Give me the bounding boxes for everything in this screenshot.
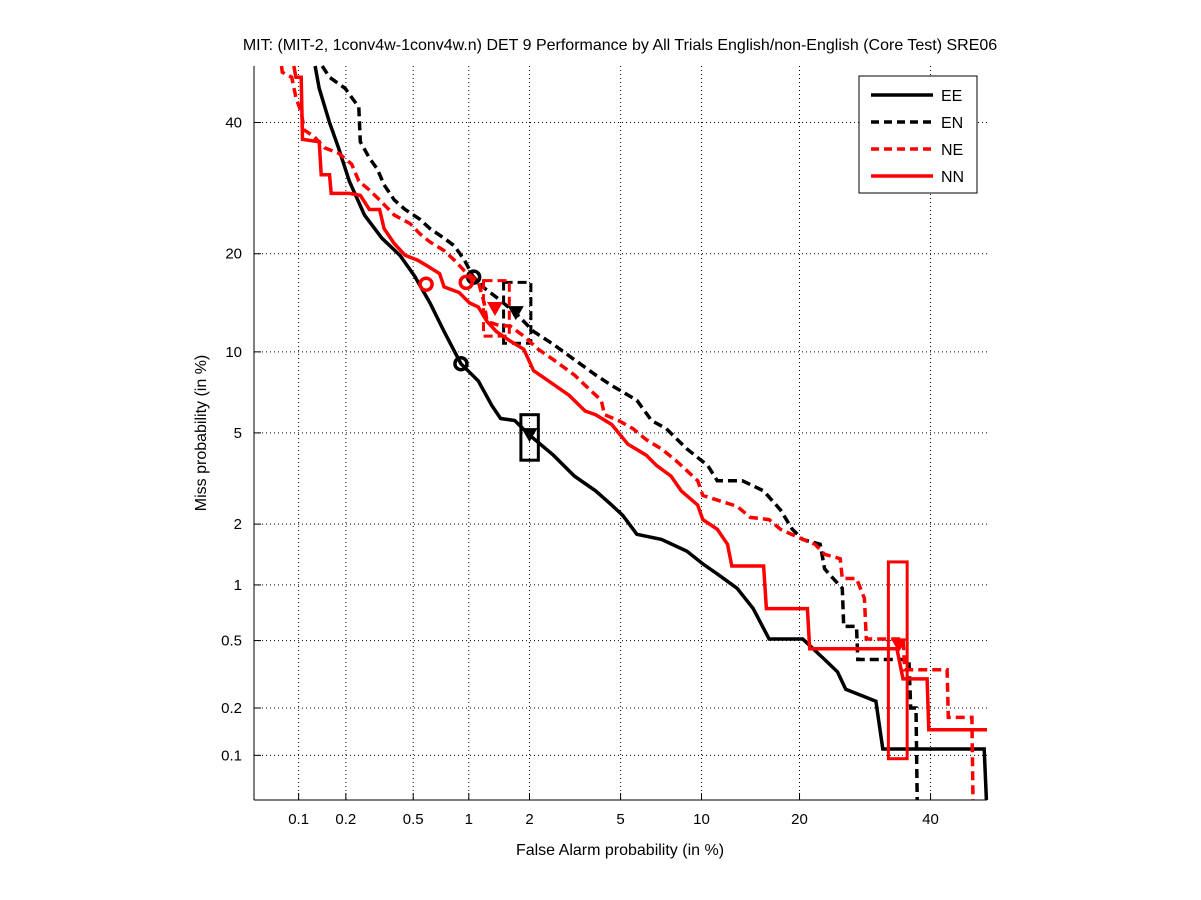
series-group (279, 65, 989, 801)
confidence-box-nn (886, 560, 909, 761)
legend-label-ee: EE (941, 88, 962, 105)
x-tick-label: 0.2 (335, 811, 356, 828)
series-line-nn (292, 65, 987, 732)
x-tick-label: 5 (616, 811, 624, 828)
series-line-ne (279, 65, 975, 801)
legend-label-nn: NN (941, 169, 964, 186)
axis-ticks: 0.1 0.2 0.5 1 2 5 10 20 40 0.1 0.2 0.5 1 2 5 10 20 40 (221, 115, 939, 828)
y-tick-label: 0.2 (221, 700, 242, 717)
legend: EE EN NE NN (858, 75, 978, 194)
y-axis-label: Miss probability (in %) (193, 355, 210, 511)
confidence-box-ne (481, 279, 511, 338)
series-line-en (320, 65, 919, 801)
y-tick-label: 1 (234, 577, 242, 594)
confidence-box-ee (519, 413, 540, 462)
legend-label-en: EN (941, 115, 963, 132)
act-dcf-marker-en (507, 306, 524, 321)
y-tick-label: 0.5 (221, 633, 242, 650)
y-tick-label: 40 (225, 115, 242, 132)
x-tick-label: 0.1 (288, 811, 309, 828)
y-tick-label: 5 (234, 425, 242, 442)
x-tick-label: 1 (465, 811, 473, 828)
min-dcf-marker-ne (458, 274, 474, 291)
confidence-box-en (502, 280, 533, 345)
series-line-ee (313, 65, 989, 801)
y-tick-label: 0.1 (221, 747, 242, 764)
act-dcf-marker-nn (890, 638, 907, 653)
y-tick-label: 20 (225, 246, 242, 263)
y-tick-label: 2 (234, 516, 242, 533)
x-tick-label: 2 (525, 811, 533, 828)
act-dcf-marker-ne (487, 301, 504, 316)
legend-label-ne: NE (941, 142, 963, 159)
x-axis-label: False Alarm probability (in %) (516, 842, 724, 859)
min-dcf-marker-nn (418, 276, 434, 292)
chart-title: MIT: (MIT-2, 1conv4w-1conv4w.n) DET 9 Pe… (243, 37, 997, 54)
act-dcf-marker-ee (521, 428, 538, 443)
x-tick-label: 40 (922, 811, 939, 828)
x-tick-label: 10 (693, 811, 710, 828)
x-tick-label: 0.5 (403, 811, 424, 828)
min-dcf-marker-ee (453, 355, 469, 372)
y-tick-label: 10 (225, 344, 242, 361)
x-tick-label: 20 (791, 811, 808, 828)
